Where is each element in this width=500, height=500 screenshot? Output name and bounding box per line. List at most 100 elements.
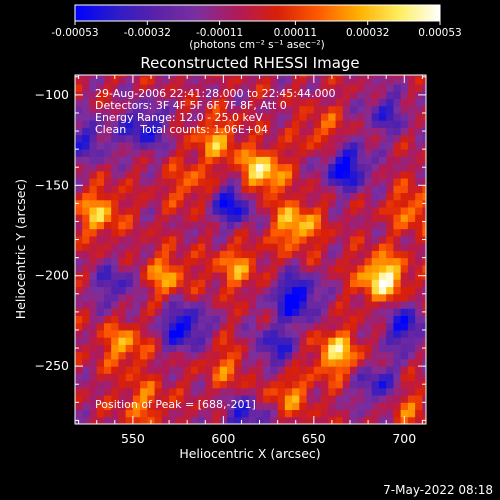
heatmap-cell	[371, 380, 380, 389]
heatmap-cell	[313, 337, 322, 345]
heatmap-cell	[248, 329, 257, 338]
heatmap-cell	[103, 228, 112, 237]
heatmap-cell	[350, 149, 358, 157]
heatmap-cell	[306, 366, 315, 374]
heatmap-cell	[386, 207, 394, 215]
heatmap-cell	[190, 141, 199, 150]
heatmap-cell	[386, 156, 394, 165]
heatmap-cell	[89, 315, 98, 324]
heatmap-cell	[321, 75, 329, 78]
heatmap-cell	[407, 228, 416, 237]
heatmap-cell	[190, 366, 199, 374]
heatmap-cell	[241, 98, 250, 107]
heatmap-cell	[219, 315, 228, 324]
heatmap-cell	[226, 141, 235, 150]
heatmap-cell	[212, 380, 221, 389]
heatmap-cell	[378, 373, 387, 382]
heatmap-cell	[292, 149, 300, 157]
heatmap-cell	[292, 199, 300, 208]
heatmap-cell	[82, 308, 90, 316]
heatmap-cell	[292, 156, 300, 165]
heatmap-cell	[371, 329, 380, 338]
heatmap-cell	[277, 329, 286, 338]
heatmap-cell	[378, 264, 387, 273]
heatmap-cell	[132, 127, 141, 136]
heatmap-cell	[342, 163, 351, 172]
heatmap-cell	[335, 221, 344, 230]
heatmap-cell	[350, 416, 358, 424]
heatmap-cell	[292, 134, 300, 143]
heatmap-cell	[161, 221, 170, 230]
heatmap-cell	[205, 221, 214, 230]
heatmap-cell	[321, 156, 329, 165]
heatmap-cell	[140, 185, 148, 194]
heatmap-cell	[241, 322, 250, 331]
heatmap-cell	[183, 286, 192, 295]
heatmap-cell	[357, 409, 365, 418]
heatmap-cell	[313, 156, 322, 165]
heatmap-cell	[422, 286, 426, 295]
heatmap-cell	[89, 301, 98, 309]
heatmap-cell	[169, 329, 177, 338]
heatmap-cell	[306, 264, 315, 273]
heatmap-cell	[198, 185, 206, 194]
heatmap-cell	[96, 351, 105, 360]
heatmap-cell	[176, 409, 185, 418]
heatmap-cell	[386, 105, 394, 114]
heatmap-cell	[234, 315, 242, 324]
heatmap-cell	[306, 395, 315, 403]
heatmap-cell	[270, 358, 279, 367]
heatmap-cell	[393, 221, 402, 230]
heatmap-cell	[154, 344, 163, 353]
heatmap-cell	[212, 149, 221, 157]
heatmap-cell	[386, 286, 394, 295]
heatmap-cell	[198, 395, 206, 403]
heatmap-cell	[292, 279, 300, 288]
heatmap-cell	[234, 141, 242, 150]
heatmap-cell	[190, 207, 199, 215]
heatmap-cell	[241, 112, 250, 121]
heatmap-cell	[169, 358, 177, 367]
heatmap-cell	[378, 337, 387, 345]
heatmap-cell	[357, 192, 365, 201]
heatmap-cell	[154, 228, 163, 237]
heatmap-cell	[226, 112, 235, 121]
heatmap-cell	[292, 120, 300, 128]
heatmap-cell	[328, 185, 337, 194]
heatmap-cell	[190, 214, 199, 222]
heatmap-cell	[125, 185, 134, 194]
heatmap-cell	[103, 337, 112, 345]
heatmap-cell	[89, 416, 98, 424]
heatmap-cell	[292, 329, 300, 338]
heatmap-cell	[190, 395, 199, 403]
heatmap-cell	[198, 373, 206, 382]
heatmap-cell	[103, 84, 112, 92]
heatmap-cell	[400, 134, 409, 143]
heatmap-cell	[313, 416, 322, 424]
heatmap-cell	[226, 192, 235, 201]
heatmap-cell	[183, 84, 192, 92]
heatmap-cell	[306, 293, 315, 302]
heatmap-cell	[415, 228, 423, 237]
heatmap-cell	[183, 264, 192, 273]
heatmap-cell	[248, 301, 257, 309]
heatmap-cell	[198, 207, 206, 215]
heatmap-cell	[198, 91, 206, 99]
heatmap-cell	[226, 315, 235, 324]
heatmap-cell	[407, 207, 416, 215]
heatmap-cell	[335, 163, 344, 172]
heatmap-cell	[415, 235, 423, 244]
heatmap-cell	[255, 257, 264, 266]
heatmap-cell	[342, 308, 351, 316]
heatmap-cell	[328, 286, 337, 295]
heatmap-cell	[118, 329, 127, 338]
heatmap-cell	[140, 322, 148, 331]
heatmap-cell	[248, 308, 257, 316]
heatmap-cell	[132, 373, 141, 382]
heatmap-cell	[103, 366, 112, 374]
heatmap-cell	[103, 286, 112, 295]
heatmap-cell	[125, 315, 134, 324]
heatmap-cell	[183, 221, 192, 230]
heatmap-cell	[335, 272, 344, 280]
heatmap-cell	[255, 91, 264, 99]
